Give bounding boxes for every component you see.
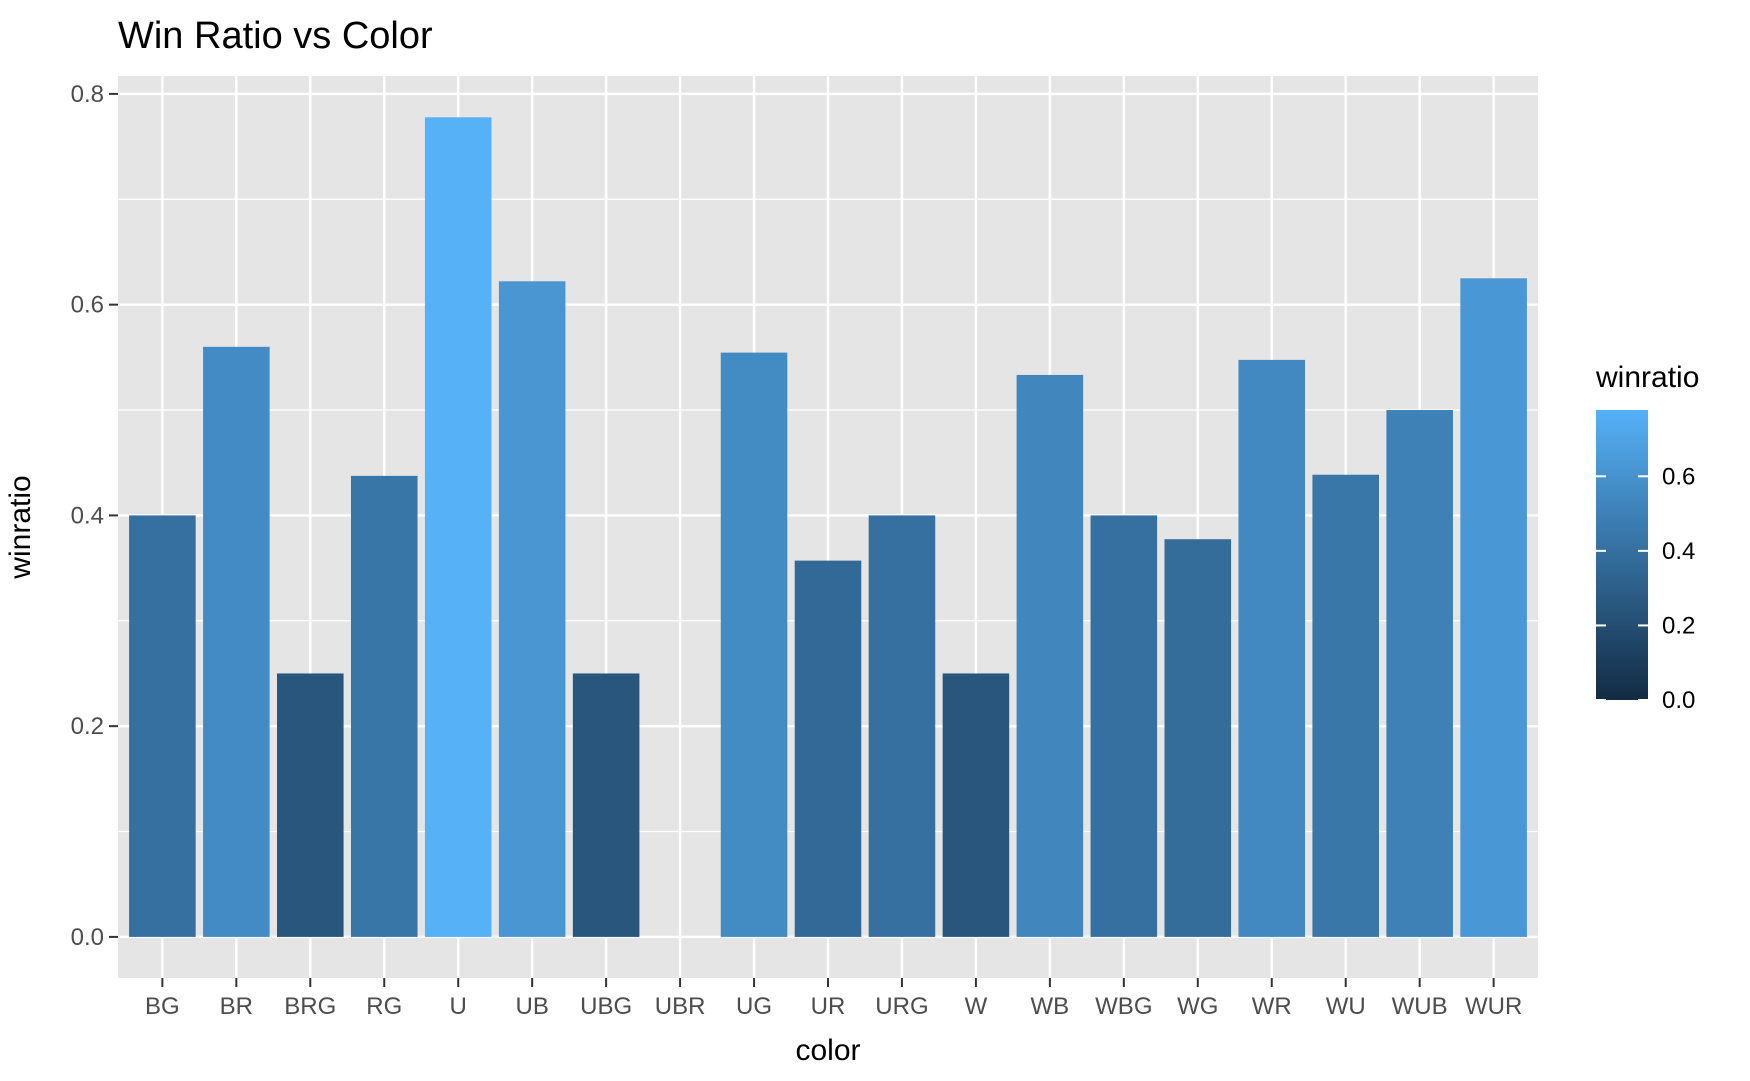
y-tick-label: 0.2 (71, 713, 104, 740)
legend-tick-label: 0.2 (1662, 612, 1695, 639)
legend-colorbar (1596, 410, 1648, 700)
bar-wub (1386, 410, 1453, 937)
x-tick-label: W (965, 993, 988, 1020)
x-tick-label: UB (515, 993, 548, 1020)
y-axis: 0.0 0.2 0.4 0.6 0.8 (71, 81, 118, 951)
x-tick-label: RG (366, 993, 402, 1020)
y-tick-label: 0.8 (71, 81, 104, 108)
x-tick-label: WUR (1465, 993, 1522, 1020)
x-tick-label: WBG (1095, 993, 1152, 1020)
bar-rg (350, 475, 418, 937)
y-tick-label: 0.4 (71, 502, 104, 529)
x-tick-label: URG (875, 993, 928, 1020)
x-axis-title: color (795, 1034, 860, 1067)
x-tick-label: BG (145, 993, 180, 1020)
x-tick-label: U (450, 993, 467, 1020)
legend-tick-label: 0.0 (1662, 687, 1695, 714)
bar-wr (1238, 359, 1306, 937)
y-axis-title: winratio (4, 475, 37, 579)
x-tick-label: WB (1031, 993, 1070, 1020)
x-axis: BG BR BRG RG U UB UBG UBR UG UR URG W WB WBG WG WR WU WUB… (145, 978, 1522, 1020)
bar-ug (720, 352, 788, 937)
legend-ticks: 0.0 0.2 0.4 0.6 (1596, 463, 1695, 714)
bar-u (424, 117, 492, 937)
chart-title: Win Ratio vs Color (118, 15, 433, 57)
bar-bg (129, 515, 196, 937)
legend-tick-label: 0.4 (1662, 538, 1695, 565)
y-tick-label: 0.0 (71, 924, 104, 951)
bar-br (203, 346, 270, 937)
x-tick-label: WG (1177, 993, 1218, 1020)
legend-tick-label: 0.6 (1662, 463, 1695, 490)
bar-wu (1312, 474, 1379, 937)
bar-brg (277, 673, 344, 937)
bars (129, 117, 1527, 937)
bar-ub (498, 281, 566, 937)
bar-urg (868, 515, 936, 937)
x-tick-label: UBG (580, 993, 632, 1020)
bar-w (942, 673, 1010, 937)
x-tick-label: WU (1326, 993, 1366, 1020)
legend-title: winratio (1595, 361, 1699, 394)
x-tick-label: UG (736, 993, 772, 1020)
legend: winratio 0.0 0.2 0.4 0.6 (1595, 361, 1699, 714)
x-tick-label: UBR (655, 993, 706, 1020)
x-tick-label: WUB (1392, 993, 1448, 1020)
x-tick-label: WR (1252, 993, 1292, 1020)
bar-wur (1460, 278, 1527, 937)
x-tick-label: BRG (284, 993, 336, 1020)
bar-wb (1016, 374, 1084, 937)
x-tick-label: BR (220, 993, 253, 1020)
bar-ur (794, 560, 862, 937)
bar-ubg (572, 673, 640, 937)
x-tick-label: UR (811, 993, 846, 1020)
bar-wg (1164, 539, 1232, 937)
bar-wbg (1090, 515, 1158, 937)
y-tick-label: 0.6 (71, 292, 104, 319)
